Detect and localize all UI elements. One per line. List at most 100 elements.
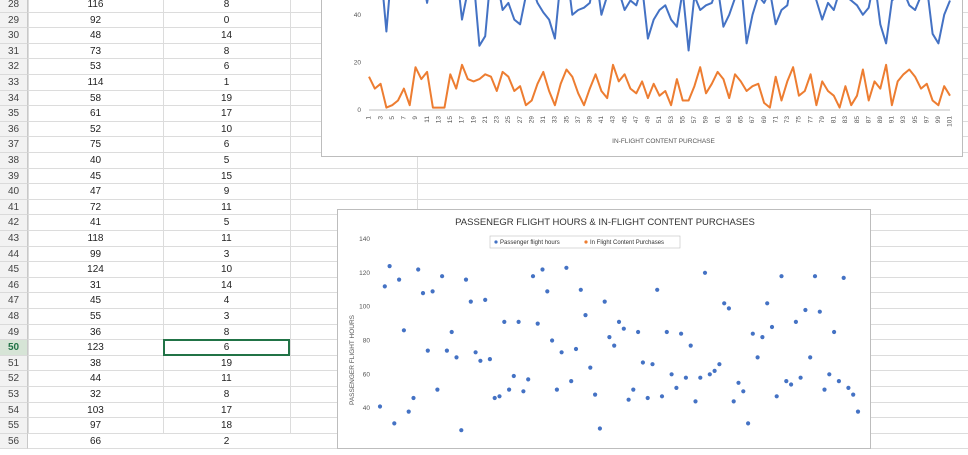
- row-header[interactable]: 41: [0, 199, 28, 216]
- cell-content-purchases[interactable]: 6: [223, 342, 230, 354]
- cell-flight-hours[interactable]: 123: [87, 342, 104, 354]
- cell-flight-hours[interactable]: 73: [89, 45, 102, 57]
- data-point: [793, 319, 798, 324]
- row-header[interactable]: 44: [0, 246, 28, 263]
- cell-content-purchases[interactable]: 5: [223, 155, 230, 166]
- cell-content-purchases[interactable]: 8: [223, 326, 230, 338]
- row-header[interactable]: 28: [0, 0, 28, 13]
- active-cell-selection[interactable]: [163, 339, 290, 356]
- row-header[interactable]: 51: [0, 355, 28, 372]
- cell-flight-hours[interactable]: 44: [89, 373, 102, 385]
- cell-flight-hours[interactable]: 72: [89, 201, 102, 213]
- cell-flight-hours[interactable]: 52: [89, 123, 102, 135]
- cell-content-purchases[interactable]: 8: [223, 389, 230, 400]
- row-header[interactable]: 42: [0, 215, 28, 231]
- cell-content-purchases[interactable]: 6: [223, 139, 230, 151]
- row-header[interactable]: 35: [0, 106, 28, 122]
- row-header[interactable]: 46: [0, 277, 28, 294]
- cell-flight-hours[interactable]: 114: [87, 77, 104, 88]
- cell-flight-hours[interactable]: 48: [89, 30, 102, 42]
- row-header[interactable]: 55: [0, 418, 28, 434]
- cell-flight-hours[interactable]: 61: [89, 108, 102, 120]
- cell-content-purchases[interactable]: 3: [223, 311, 230, 322]
- data-point: [430, 289, 435, 294]
- data-point: [487, 357, 492, 362]
- row-header[interactable]: 39: [0, 168, 28, 185]
- cell-flight-hours[interactable]: 55: [89, 311, 102, 322]
- cell-flight-hours[interactable]: 75: [89, 139, 102, 151]
- row-header[interactable]: 43: [0, 231, 28, 247]
- cell-content-purchases[interactable]: 10: [220, 264, 233, 276]
- cell-flight-hours[interactable]: 124: [87, 264, 104, 276]
- cell-flight-hours[interactable]: 118: [87, 233, 104, 244]
- cell-flight-hours[interactable]: 41: [89, 217, 102, 229]
- data-point: [473, 350, 478, 355]
- row-header[interactable]: 45: [0, 262, 28, 278]
- cell-flight-hours[interactable]: 53: [89, 61, 102, 73]
- column-gridline: [28, 0, 29, 433]
- cell-content-purchases[interactable]: 18: [220, 420, 233, 432]
- column-gridline: [290, 0, 291, 433]
- cell-content-purchases[interactable]: 19: [220, 357, 233, 369]
- cell-flight-hours[interactable]: 45: [89, 295, 102, 307]
- row-header[interactable]: 32: [0, 59, 28, 75]
- row-header[interactable]: 29: [0, 12, 28, 29]
- row-header[interactable]: 30: [0, 28, 28, 44]
- cell-flight-hours[interactable]: 36: [89, 326, 102, 338]
- cell-content-purchases[interactable]: 14: [220, 279, 233, 291]
- cell-flight-hours[interactable]: 38: [89, 357, 102, 369]
- cell-content-purchases[interactable]: 8: [223, 0, 230, 10]
- scatter-chart-area[interactable]: PASSENEGR FLIGHT HOURS & IN-FLIGHT CONTE…: [337, 209, 871, 449]
- row-header[interactable]: 52: [0, 371, 28, 387]
- cell-flight-hours[interactable]: 45: [89, 170, 102, 182]
- row-header[interactable]: 36: [0, 121, 28, 138]
- cell-content-purchases[interactable]: 17: [220, 108, 233, 120]
- cell-flight-hours[interactable]: 47: [89, 186, 102, 198]
- cell-content-purchases[interactable]: 14: [220, 30, 233, 42]
- cell-flight-hours[interactable]: 97: [89, 420, 102, 432]
- data-point: [478, 358, 483, 363]
- cell-content-purchases[interactable]: 5: [223, 217, 230, 229]
- cell-flight-hours[interactable]: 32: [89, 389, 102, 400]
- cell-content-purchases[interactable]: 1: [223, 77, 230, 88]
- row-header[interactable]: 31: [0, 43, 28, 60]
- cell-content-purchases[interactable]: 3: [223, 248, 230, 260]
- cell-content-purchases[interactable]: 15: [220, 170, 233, 182]
- row-header[interactable]: 48: [0, 309, 28, 325]
- cell-flight-hours[interactable]: 31: [89, 279, 102, 291]
- row-header[interactable]: 37: [0, 137, 28, 153]
- cell-content-purchases[interactable]: 0: [223, 14, 230, 26]
- data-point: [392, 421, 397, 426]
- cell-flight-hours[interactable]: 66: [89, 435, 102, 447]
- cell-content-purchases[interactable]: 4: [223, 295, 230, 307]
- row-header[interactable]: 54: [0, 402, 28, 419]
- cell-flight-hours[interactable]: 58: [89, 92, 102, 104]
- cell-content-purchases[interactable]: 17: [220, 404, 233, 416]
- row-header[interactable]: 50: [0, 340, 28, 356]
- cell-content-purchases[interactable]: 8: [223, 45, 230, 57]
- cell-flight-hours[interactable]: 103: [87, 404, 104, 416]
- row-header[interactable]: 40: [0, 184, 28, 200]
- cell-content-purchases[interactable]: 11: [221, 201, 232, 213]
- cell-flight-hours[interactable]: 116: [87, 0, 104, 10]
- row-header[interactable]: 56: [0, 433, 28, 450]
- data-point: [760, 335, 765, 340]
- cell-content-purchases[interactable]: 11: [221, 373, 232, 385]
- line-chart-area[interactable]: 0 20 40 1 3 5 7 9 11 13 15 17 19 21 23 25 27 29 31 33 35 37 39…: [321, 0, 963, 157]
- cell-content-purchases[interactable]: 9: [223, 186, 230, 198]
- row-header[interactable]: 49: [0, 324, 28, 341]
- data-point: [420, 291, 426, 296]
- cell-flight-hours[interactable]: 40: [89, 155, 102, 166]
- cell-flight-hours[interactable]: 99: [89, 248, 102, 260]
- row-header[interactable]: 38: [0, 153, 28, 169]
- cell-content-purchases[interactable]: 11: [221, 233, 232, 244]
- cell-content-purchases[interactable]: 10: [220, 123, 233, 135]
- row-header[interactable]: 34: [0, 90, 28, 107]
- row-header[interactable]: 33: [0, 75, 28, 91]
- row-header[interactable]: 47: [0, 293, 28, 309]
- cell-content-purchases[interactable]: 19: [220, 92, 233, 104]
- row-header[interactable]: 53: [0, 387, 28, 403]
- cell-content-purchases[interactable]: 6: [223, 61, 230, 73]
- cell-flight-hours[interactable]: 92: [89, 14, 102, 26]
- cell-content-purchases[interactable]: 2: [223, 435, 230, 447]
